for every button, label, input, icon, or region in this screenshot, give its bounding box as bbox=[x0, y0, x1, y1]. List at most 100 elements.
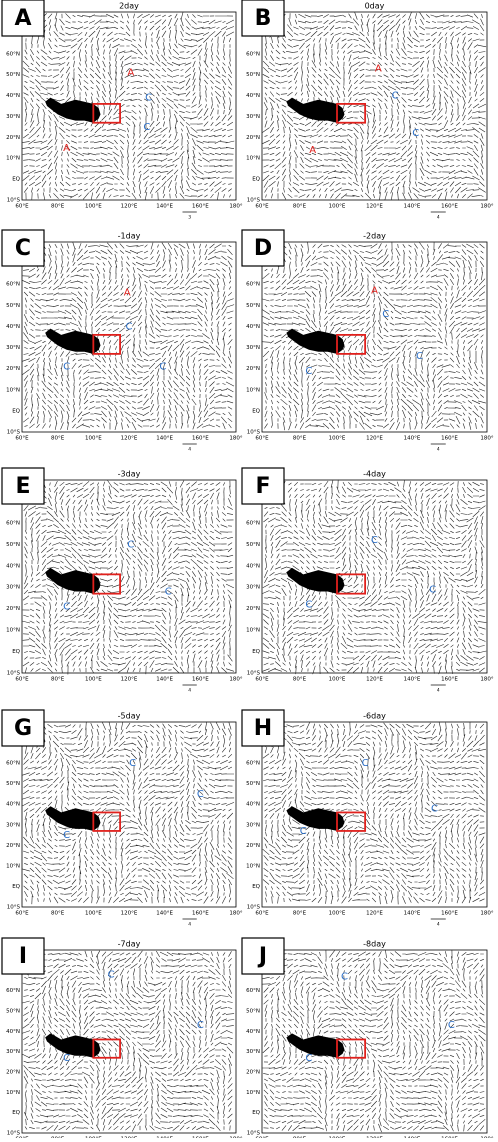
panel-letter: A bbox=[14, 6, 31, 31]
lat-label: 50°N bbox=[6, 72, 20, 78]
marker-label: C bbox=[305, 599, 312, 610]
lat-label: 30°N bbox=[6, 585, 20, 591]
lon-label: 120°E bbox=[121, 204, 138, 210]
marker-label: C bbox=[197, 789, 204, 800]
marker-label: C bbox=[341, 971, 348, 982]
lon-label: 80°E bbox=[51, 204, 65, 210]
lat-label: 20°N bbox=[6, 1070, 20, 1076]
lon-label: 100°E bbox=[85, 436, 102, 442]
panel-letter-box bbox=[1, 229, 45, 267]
panel-letter-box bbox=[241, 709, 285, 747]
lat-label: 60°N bbox=[246, 988, 260, 994]
lat-label: 60°N bbox=[246, 282, 260, 288]
lat-label: 20°N bbox=[6, 366, 20, 372]
lon-label: 160°E bbox=[441, 677, 458, 683]
lat-label: 40°N bbox=[6, 563, 20, 569]
lat-label: 10°S bbox=[247, 198, 261, 204]
lon-label: 180° bbox=[480, 911, 493, 917]
region-box bbox=[336, 103, 367, 124]
lon-label: 120°E bbox=[121, 677, 138, 683]
lat-label: EQ bbox=[252, 884, 260, 890]
lat-label: 20°N bbox=[246, 366, 260, 372]
marker-label: C bbox=[197, 1020, 204, 1031]
panel-title: 2day bbox=[119, 2, 139, 11]
marker-label: C bbox=[143, 122, 150, 133]
panel-letter: G bbox=[14, 716, 32, 741]
lat-label: EQ bbox=[252, 1110, 260, 1116]
lat-label: 10°N bbox=[6, 387, 20, 393]
lat-label: 40°N bbox=[246, 324, 260, 330]
lon-label: 160°E bbox=[441, 204, 458, 210]
lon-label: 120°E bbox=[121, 911, 138, 917]
lat-label: 20°N bbox=[6, 843, 20, 849]
plateau bbox=[286, 1033, 345, 1058]
lat-label: 50°N bbox=[246, 781, 260, 787]
plateau bbox=[286, 328, 345, 354]
lat-label: EQ bbox=[12, 408, 20, 414]
lon-label: 120°E bbox=[366, 204, 383, 210]
panel-letter-box bbox=[241, 937, 285, 975]
region-box bbox=[92, 1038, 121, 1059]
lon-label: 80°E bbox=[51, 911, 65, 917]
panel: -4day80°N70°N60°N50°N40°N30°N20°N10°NEQ1… bbox=[241, 467, 494, 694]
plateau bbox=[45, 567, 101, 594]
panel-letter-box bbox=[241, 229, 285, 267]
lat-label: 60°N bbox=[246, 51, 260, 57]
lat-label: 10°S bbox=[7, 430, 21, 436]
marker-label: C bbox=[305, 1053, 312, 1064]
panel: -1day80°N70°N60°N50°N40°N30°N20°N10°NEQ1… bbox=[1, 229, 243, 453]
lat-label: EQ bbox=[12, 884, 20, 890]
lat-label: EQ bbox=[12, 649, 20, 655]
lat-label: 20°N bbox=[6, 135, 20, 141]
lat-label: 50°N bbox=[6, 303, 20, 309]
marker-label: C bbox=[63, 362, 70, 373]
panel-title: -3day bbox=[118, 470, 141, 479]
lat-label: 10°S bbox=[7, 905, 21, 911]
lon-label: 80°E bbox=[293, 677, 307, 683]
panel-letter: I bbox=[19, 944, 27, 969]
lat-label: 60°N bbox=[6, 51, 20, 57]
lat-label: 20°N bbox=[246, 606, 260, 612]
lat-label: 50°N bbox=[246, 1009, 260, 1015]
lat-label: 50°N bbox=[246, 72, 260, 78]
lat-label: 30°N bbox=[6, 1049, 20, 1055]
lon-label: 100°E bbox=[329, 911, 346, 917]
marker-label: C bbox=[371, 535, 378, 546]
marker-label: A bbox=[375, 63, 382, 74]
marker-label: C bbox=[448, 1020, 455, 1031]
lon-label: 140°E bbox=[404, 204, 421, 210]
lon-label: 60°E bbox=[255, 911, 269, 917]
panel-letter-box bbox=[1, 467, 45, 505]
lat-label: 30°N bbox=[6, 822, 20, 828]
lat-label: EQ bbox=[12, 177, 20, 183]
lon-label: 120°E bbox=[121, 436, 138, 442]
lat-label: 50°N bbox=[6, 542, 20, 548]
lat-label: 40°N bbox=[246, 93, 260, 99]
reference-label: 4 bbox=[188, 922, 191, 928]
lat-label: 30°N bbox=[6, 345, 20, 351]
lat-label: 10°N bbox=[246, 628, 260, 634]
panel-letter: H bbox=[254, 716, 272, 741]
region-box bbox=[336, 1038, 367, 1059]
lat-label: 10°N bbox=[6, 156, 20, 162]
marker-label: C bbox=[382, 309, 389, 320]
lat-label: 10°S bbox=[247, 671, 261, 677]
lon-label: 160°E bbox=[192, 677, 209, 683]
lon-label: 160°E bbox=[192, 436, 209, 442]
lat-label: 10°N bbox=[246, 156, 260, 162]
reference-label: 4 bbox=[188, 688, 191, 694]
lat-label: EQ bbox=[12, 1110, 20, 1116]
marker-label: C bbox=[108, 969, 115, 980]
lon-label: 80°E bbox=[51, 677, 65, 683]
lon-label: 140°E bbox=[156, 911, 173, 917]
panel-letter-box bbox=[241, 467, 285, 505]
plateau bbox=[45, 97, 101, 123]
lat-label: EQ bbox=[252, 408, 260, 414]
lon-label: 100°E bbox=[85, 204, 102, 210]
lat-label: 60°N bbox=[6, 520, 20, 526]
region-box bbox=[336, 811, 367, 832]
panel-title: -6day bbox=[363, 712, 386, 721]
marker-label: C bbox=[126, 321, 133, 332]
lat-label: 40°N bbox=[6, 802, 20, 808]
